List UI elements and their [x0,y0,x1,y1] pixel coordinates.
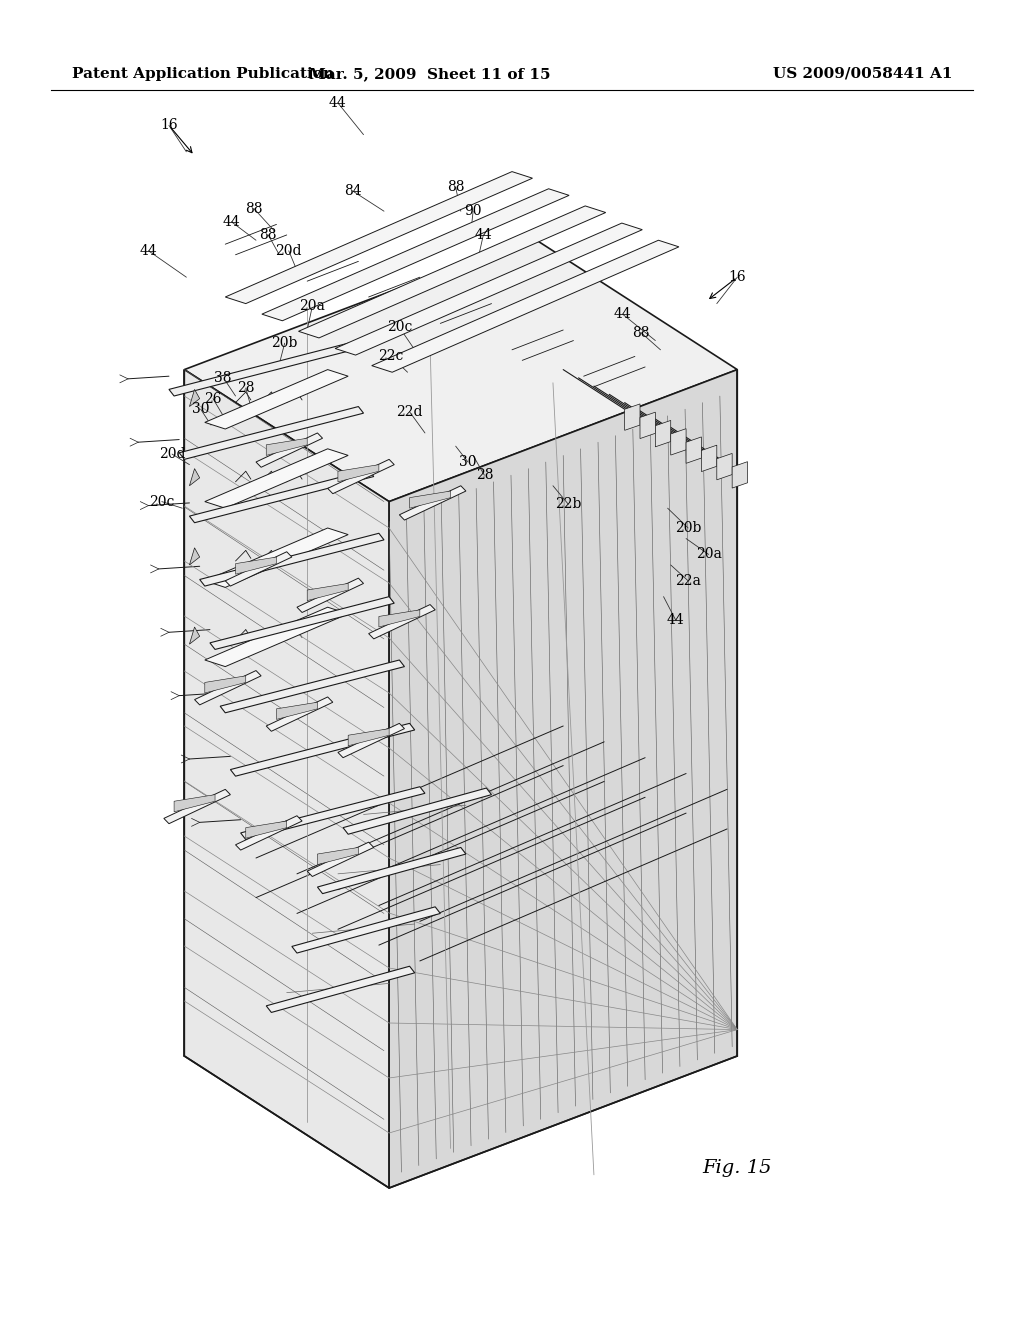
Polygon shape [189,470,374,523]
Polygon shape [236,816,302,850]
Text: 16: 16 [160,119,178,132]
Polygon shape [317,847,466,894]
Text: 44: 44 [329,96,347,110]
Polygon shape [205,528,348,587]
Polygon shape [205,607,348,667]
Polygon shape [317,847,358,865]
Text: 28: 28 [475,469,494,482]
Polygon shape [189,469,200,486]
Text: 22a: 22a [675,574,701,587]
Polygon shape [297,578,364,612]
Polygon shape [299,206,605,338]
Polygon shape [338,723,404,758]
Polygon shape [225,552,292,586]
Text: 20b: 20b [271,337,298,350]
Text: 44: 44 [474,228,493,242]
Polygon shape [686,437,701,463]
Polygon shape [169,343,353,396]
Polygon shape [225,172,532,304]
Text: 88: 88 [632,326,650,339]
Text: 90: 90 [464,205,482,218]
Text: 20a: 20a [299,300,326,313]
Polygon shape [236,557,276,574]
Polygon shape [717,454,732,480]
Polygon shape [328,459,394,494]
Text: Patent Application Publication: Patent Application Publication [72,67,334,81]
Polygon shape [276,702,317,719]
Polygon shape [266,438,307,455]
Polygon shape [655,420,671,446]
Polygon shape [189,548,200,565]
Polygon shape [164,789,230,824]
Polygon shape [230,723,415,776]
Text: 44: 44 [139,244,158,257]
Polygon shape [205,449,348,508]
Polygon shape [307,583,348,601]
Polygon shape [266,966,415,1012]
Text: 84: 84 [344,185,362,198]
Text: 26: 26 [204,392,222,405]
Polygon shape [174,795,215,812]
Text: 88: 88 [446,181,465,194]
Text: 44: 44 [222,215,241,228]
Text: 38: 38 [214,371,232,384]
Polygon shape [389,370,737,1188]
Text: Fig. 15: Fig. 15 [702,1159,772,1177]
Text: 20a: 20a [695,548,722,561]
Polygon shape [266,697,333,731]
Polygon shape [205,370,348,429]
Text: 22c: 22c [379,350,403,363]
Polygon shape [200,533,384,586]
Text: 20d: 20d [275,244,302,257]
Polygon shape [640,412,655,438]
Text: 88: 88 [259,228,278,242]
Polygon shape [410,491,451,508]
Text: 30: 30 [459,455,477,469]
Polygon shape [701,445,717,471]
Polygon shape [625,404,640,430]
Polygon shape [189,389,200,407]
Polygon shape [195,671,261,705]
Text: 22b: 22b [555,498,582,511]
Polygon shape [220,660,404,713]
Polygon shape [246,821,287,838]
Polygon shape [184,370,389,1188]
Polygon shape [189,627,200,644]
Text: 88: 88 [245,202,263,215]
Polygon shape [210,597,394,649]
Text: 20c: 20c [150,495,174,508]
Text: 20c: 20c [387,321,412,334]
Polygon shape [335,223,642,355]
Polygon shape [372,240,679,372]
Text: 16: 16 [728,271,746,284]
Polygon shape [369,605,435,639]
Text: 22d: 22d [396,405,423,418]
Polygon shape [379,610,420,627]
Polygon shape [732,462,748,488]
Text: 44: 44 [613,308,632,321]
Text: US 2009/0058441 A1: US 2009/0058441 A1 [773,67,952,81]
Text: 28: 28 [237,381,255,395]
Polygon shape [292,907,440,953]
Polygon shape [241,787,425,840]
Polygon shape [343,788,492,834]
Text: 20b: 20b [675,521,701,535]
Polygon shape [338,465,379,482]
Polygon shape [671,429,686,455]
Polygon shape [256,433,323,467]
Text: 44: 44 [667,614,685,627]
Polygon shape [179,407,364,459]
Text: Mar. 5, 2009  Sheet 11 of 15: Mar. 5, 2009 Sheet 11 of 15 [309,67,551,81]
Polygon shape [399,486,466,520]
Polygon shape [307,842,374,876]
Polygon shape [205,676,246,693]
Text: 20d: 20d [159,447,185,461]
Polygon shape [262,189,569,321]
Text: 30: 30 [191,403,210,416]
Polygon shape [184,238,737,502]
Polygon shape [348,729,389,746]
